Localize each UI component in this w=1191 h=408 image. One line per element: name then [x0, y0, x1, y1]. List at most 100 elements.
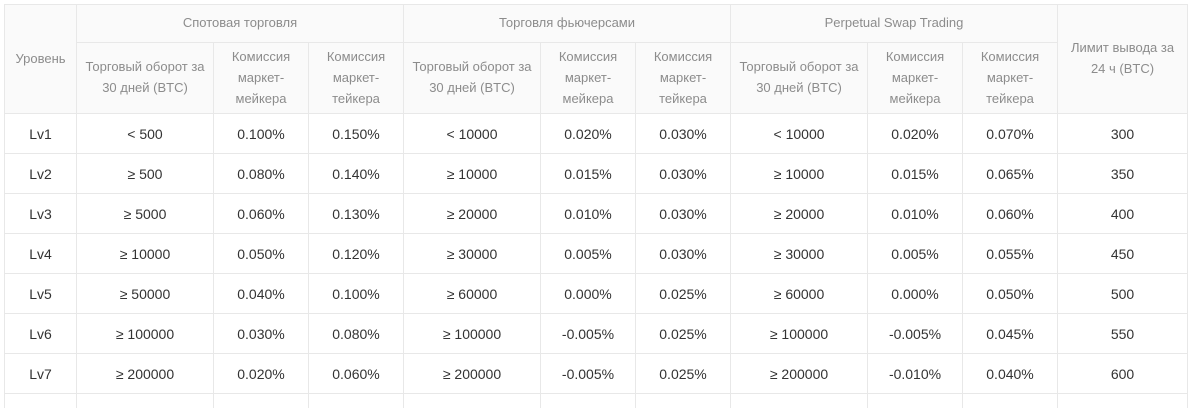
futures-taker-fee-header: Комиссия маркет-тейкера [634, 41, 732, 115]
value-cell: -0.010% [867, 353, 964, 395]
value-cell: < 10000 [730, 113, 869, 155]
value-cell: 0.010% [213, 393, 309, 408]
level-cell: Lv5 [4, 273, 77, 315]
value-cell: 0.150% [308, 113, 404, 155]
spot-maker-fee-header: Комиссия маркет-мейкера [213, 41, 309, 115]
perpetual-maker-fee-header: Комиссия маркет-мейкера [867, 41, 964, 115]
table-row: Lv2 ≥ 500 0.080% 0.140% ≥ 10000 0.015% 0.030% ≥… [4, 153, 1189, 195]
value-cell: ≥ 60000 [730, 273, 869, 315]
value-cell: 0.130% [308, 193, 404, 235]
value-cell: 0.025% [634, 393, 732, 408]
value-cell: 0.025% [634, 273, 732, 315]
value-cell: -0.005% [540, 313, 636, 355]
level-cell: Lv4 [4, 233, 77, 275]
value-cell: 0.015% [540, 153, 636, 195]
level-cell: Lv2 [4, 153, 77, 195]
value-cell: 0.040% [213, 273, 309, 315]
level-cell: Lv1 [4, 113, 77, 155]
value-cell: 0.100% [213, 113, 309, 155]
value-cell: 0.100% [308, 273, 404, 315]
value-cell: -0.005% [867, 313, 964, 355]
value-cell: 0.030% [634, 193, 732, 235]
value-cell: 0.000% [540, 273, 636, 315]
value-cell: 0.050% [213, 233, 309, 275]
value-cell: 0.020% [867, 113, 964, 155]
value-cell: ≥ 20000 [730, 193, 869, 235]
value-cell: 0.030% [634, 113, 732, 155]
table-row: Lv5 ≥ 50000 0.040% 0.100% ≥ 60000 0.000% 0.025… [4, 273, 1189, 315]
value-cell: ≥ 50000 [76, 273, 214, 315]
level-column-header: Уровень [4, 3, 77, 115]
value-cell: 1000 [1057, 393, 1189, 408]
value-cell: 0.015% [867, 153, 964, 195]
fee-tier-table: Уровень Спотовая торговля Торговля фьюче… [4, 3, 1189, 408]
value-cell: 0.060% [213, 193, 309, 235]
value-cell: 0.120% [308, 233, 404, 275]
value-cell: 0.045% [962, 313, 1059, 355]
level-cell: Lv7 [4, 353, 77, 395]
value-cell: 300 [1057, 113, 1189, 155]
value-cell: 0.070% [962, 113, 1059, 155]
value-cell: < 10000 [403, 113, 541, 155]
value-cell: 0.080% [213, 153, 309, 195]
table-header: Уровень Спотовая торговля Торговля фьюче… [4, 3, 1189, 115]
table-row: Lv8≥ 3000000.010%0.050%≥ 300000-0.010%0.… [4, 393, 1189, 408]
sub-header-row: Торговый оборот за 30 дней (BTC) Комисси… [5, 41, 1188, 115]
value-cell: -0.010% [540, 393, 636, 408]
table-row: Lv7 ≥ 200000 0.020% 0.060% ≥ 200000 -0.005% 0.… [4, 353, 1189, 395]
value-cell: ≥ 200000 [730, 353, 869, 395]
value-cell: 0.055% [962, 233, 1059, 275]
value-cell: 0.035% [962, 393, 1059, 408]
value-cell: ≥ 10000 [403, 153, 541, 195]
value-cell: ≥ 30000 [730, 233, 869, 275]
spot-taker-fee-header: Комиссия маркет-тейкера [308, 41, 404, 115]
value-cell: 0.030% [634, 153, 732, 195]
level-cell: Lv8 [4, 393, 77, 408]
value-cell: 0.080% [308, 313, 404, 355]
value-cell: 550 [1057, 313, 1189, 355]
value-cell: 0.140% [308, 153, 404, 195]
value-cell: ≥ 30000 [403, 233, 541, 275]
level-cell: Lv6 [4, 313, 77, 355]
value-cell: 0.010% [867, 193, 964, 235]
value-cell: < 500 [76, 113, 214, 155]
value-cell: 0.050% [308, 393, 404, 408]
value-cell: -0.005% [540, 353, 636, 395]
withdrawal-limit-header: Лимит вывода за 24 ч (BTC) [1057, 3, 1189, 115]
value-cell: 0.025% [634, 353, 732, 395]
value-cell: 0.060% [308, 353, 404, 395]
value-cell: 450 [1057, 233, 1189, 275]
value-cell: ≥ 5000 [76, 193, 214, 235]
perpetual-turnover-header: Торговый оборот за 30 дней (BTC) [730, 41, 869, 115]
group-header-perpetual-swap-trading: Perpetual Swap Trading [730, 4, 1059, 43]
value-cell: ≥ 100000 [730, 313, 869, 355]
perpetual-taker-fee-header: Комиссия маркет-тейкера [962, 41, 1059, 115]
value-cell: ≥ 10000 [730, 153, 869, 195]
value-cell: 0.030% [213, 313, 309, 355]
value-cell: ≥ 60000 [403, 273, 541, 315]
value-cell: -0.015% [867, 393, 964, 408]
futures-turnover-header: Торговый оборот за 30 дней (BTC) [403, 41, 541, 115]
table-row: Lv6 ≥ 100000 0.030% 0.080% ≥ 100000 -0.005% 0.… [4, 313, 1189, 355]
value-cell: 0.025% [634, 313, 732, 355]
futures-maker-fee-header: Комиссия маркет-мейкера [540, 41, 636, 115]
value-cell: 350 [1057, 153, 1189, 195]
value-cell: 400 [1057, 193, 1189, 235]
value-cell: 0.020% [213, 353, 309, 395]
value-cell: 0.010% [540, 193, 636, 235]
group-header-spot-trading: Спотовая торговля [76, 4, 404, 43]
group-header-futures-trading: Торговля фьючерсами [402, 4, 732, 43]
level-cell: Lv3 [4, 193, 77, 235]
value-cell: 0.050% [962, 273, 1059, 315]
value-cell: 0.060% [962, 193, 1059, 235]
value-cell: 0.030% [634, 233, 732, 275]
value-cell: 0.005% [540, 233, 636, 275]
value-cell: 600 [1057, 353, 1189, 395]
value-cell: 500 [1057, 273, 1189, 315]
value-cell: ≥ 100000 [76, 313, 214, 355]
value-cell: 0.040% [962, 353, 1059, 395]
